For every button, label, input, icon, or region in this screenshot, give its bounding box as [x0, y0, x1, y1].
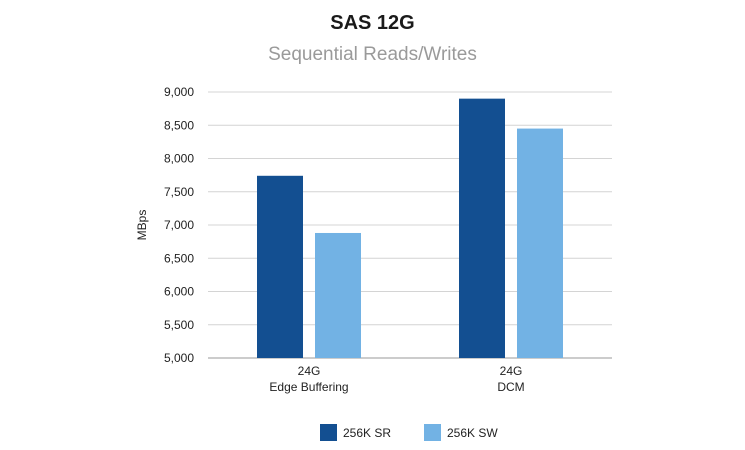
y-tick-label: 5,500 — [164, 318, 194, 332]
bars — [257, 98, 563, 359]
legend-swatch — [320, 424, 337, 441]
legend: 256K SR 256K SW — [320, 424, 498, 441]
bar-256k-sw-1 — [517, 128, 563, 358]
y-tick-label: 6,000 — [164, 285, 194, 299]
chart-subtitle: Sequential Reads/Writes — [268, 44, 477, 65]
chart-title: SAS 12G — [330, 12, 415, 34]
category-label-line2: DCM — [497, 380, 524, 394]
y-tick-label: 7,000 — [164, 218, 194, 232]
y-tick-label: 8,000 — [164, 152, 194, 166]
bar-256k-sr-1 — [459, 98, 505, 359]
y-tick-label: 7,500 — [164, 185, 194, 199]
y-tick-label: 8,500 — [164, 118, 194, 132]
y-tick-label: 6,500 — [164, 251, 194, 265]
bar-256k-sw-0 — [315, 232, 361, 358]
y-axis-ticks: 5,000 5,500 6,000 6,500 7,000 7,500 8,000 8,500… — [164, 85, 194, 365]
category-label-line2: Edge Buffering — [269, 380, 348, 394]
y-tick-label: 5,000 — [164, 351, 194, 365]
bar-256k-sr-0 — [257, 175, 303, 358]
y-axis-label: MBps — [135, 210, 149, 241]
legend-label: 256K SR — [343, 426, 391, 440]
legend-label: 256K SW — [447, 426, 498, 440]
category-label-line1: 24G — [500, 364, 523, 378]
legend-swatch — [424, 424, 441, 441]
category-label-line1: 24G — [298, 364, 321, 378]
y-tick-label: 9,000 — [164, 85, 194, 99]
x-axis-categories: 24G Edge Buffering 24G DCM — [269, 364, 524, 394]
